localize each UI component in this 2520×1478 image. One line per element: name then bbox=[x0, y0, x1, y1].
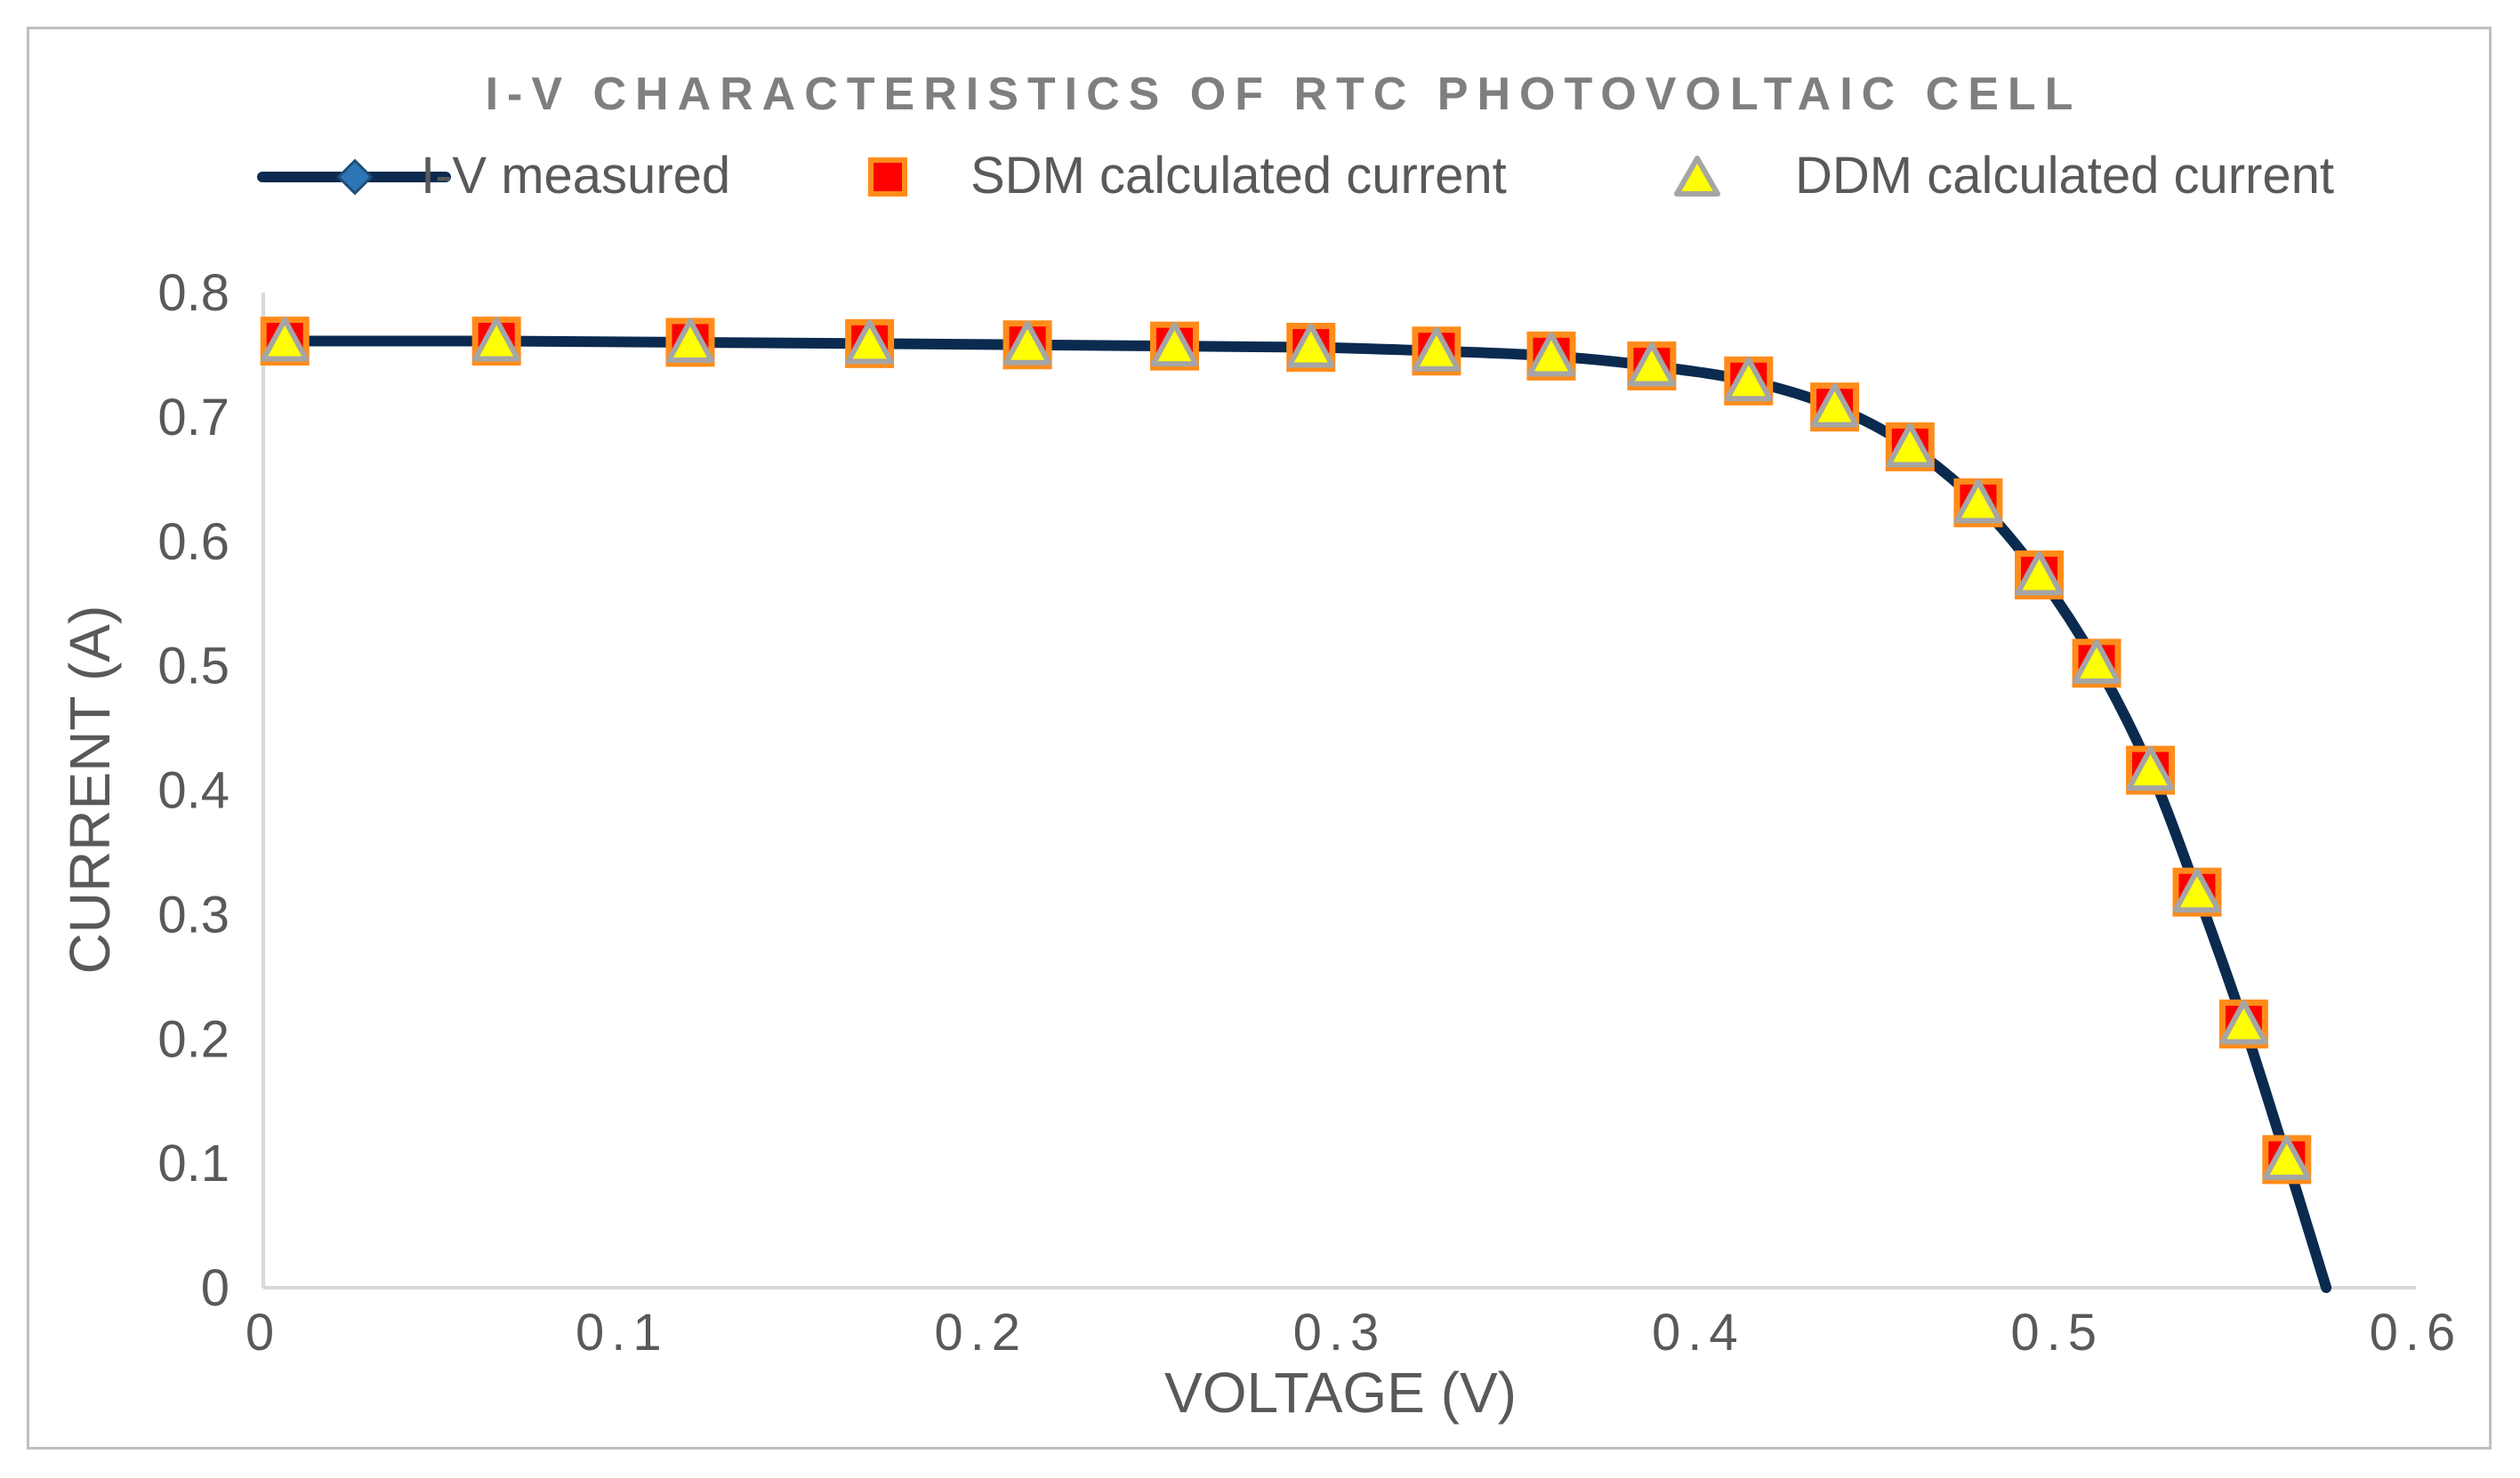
legend: I-V measured SDM calculated current DDM … bbox=[257, 147, 2334, 205]
ddm-point bbox=[1627, 341, 1676, 387]
x-tick-label: 0.1 bbox=[576, 1304, 669, 1362]
x-tick-label: 0.6 bbox=[2370, 1304, 2463, 1362]
ddm-point bbox=[1886, 422, 1935, 468]
y-tick-label: 0 bbox=[201, 1259, 229, 1317]
y-tick-label: 0.2 bbox=[157, 1010, 229, 1068]
ddm-point bbox=[261, 317, 310, 362]
x-axis-label: VOLTAGE (V) bbox=[1164, 1361, 1517, 1425]
y-axis-ticks: 0 0.1 0.2 0.3 0.4 0.5 0.6 0.7 0.8 bbox=[157, 264, 229, 1317]
ddm-point bbox=[2073, 639, 2121, 684]
y-tick-label: 0.5 bbox=[157, 638, 229, 695]
ddm-point bbox=[1003, 320, 1052, 365]
x-tick-label: 0 bbox=[246, 1304, 281, 1362]
ddm-point bbox=[2126, 746, 2175, 791]
y-tick-label: 0.4 bbox=[157, 762, 229, 820]
ddm-point bbox=[1412, 326, 1461, 372]
ddm-point bbox=[2219, 1000, 2268, 1045]
ddm-point bbox=[472, 317, 521, 362]
legend-ddm-marker-swatch bbox=[1674, 156, 1720, 197]
y-tick-label: 0.7 bbox=[157, 389, 229, 446]
chart-canvas: I-V CHARACTERISTICS OF RTC PHOTOVOLTAIC … bbox=[58, 68, 2463, 1425]
y-axis-label: CURRENT (A) bbox=[58, 606, 122, 975]
x-tick-label: 0.5 bbox=[2010, 1304, 2104, 1362]
legend-measured-label: I-V measured bbox=[421, 147, 730, 205]
ddm-point bbox=[1286, 323, 1335, 368]
x-tick-label: 0.4 bbox=[1652, 1304, 1745, 1362]
y-tick-label: 0.3 bbox=[157, 886, 229, 944]
legend-item-measured: I-V measured bbox=[257, 147, 730, 205]
ddm-point bbox=[665, 317, 714, 363]
legend-item-sdm: SDM calculated current bbox=[868, 147, 1507, 205]
legend-measured-marker-swatch bbox=[336, 158, 374, 196]
ddm-point bbox=[1953, 478, 2002, 524]
chart-title: I-V CHARACTERISTICS OF RTC PHOTOVOLTAIC … bbox=[486, 68, 2082, 120]
x-tick-label: 0.2 bbox=[934, 1304, 1027, 1362]
ddm-point bbox=[2262, 1135, 2311, 1180]
ddm-point bbox=[1150, 322, 1199, 367]
x-tick-label: 0.3 bbox=[1293, 1304, 1387, 1362]
series-measured-line bbox=[279, 335, 2332, 1293]
ddm-point bbox=[1810, 382, 1859, 428]
ddm-point bbox=[2015, 550, 2064, 596]
chart-frame: I-V CHARACTERISTICS OF RTC PHOTOVOLTAIC … bbox=[27, 27, 2492, 1450]
ddm-point bbox=[1724, 357, 1773, 402]
y-tick-label: 0.8 bbox=[157, 264, 229, 322]
y-tick-label: 0.6 bbox=[157, 513, 229, 571]
ddm-point bbox=[845, 319, 894, 365]
ddm-point bbox=[1526, 332, 1575, 377]
x-axis-ticks: 0 0.1 0.2 0.3 0.4 0.5 0.6 bbox=[246, 1304, 2463, 1362]
y-tick-label: 0.1 bbox=[157, 1135, 229, 1193]
series-layer bbox=[260, 317, 2332, 1293]
legend-sdm-label: SDM calculated current bbox=[970, 147, 1507, 205]
legend-item-ddm: DDM calculated current bbox=[1674, 147, 2334, 205]
legend-sdm-marker-swatch bbox=[868, 157, 907, 197]
legend-ddm-label: DDM calculated current bbox=[1795, 147, 2334, 205]
ddm-point bbox=[2172, 868, 2221, 913]
